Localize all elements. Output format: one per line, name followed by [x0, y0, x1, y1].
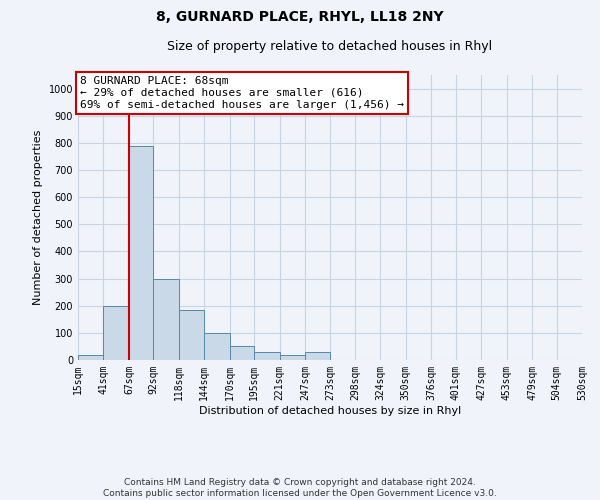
Bar [129, 146, 154, 360]
Text: 8, GURNARD PLACE, RHYL, LL18 2NY: 8, GURNARD PLACE, RHYL, LL18 2NY [156, 10, 444, 24]
Bar [78, 354, 103, 360]
Text: 8 GURNARD PLACE: 68sqm
← 29% of detached houses are smaller (616)
69% of semi-de: 8 GURNARD PLACE: 68sqm ← 29% of detached… [80, 76, 404, 110]
Bar [154, 278, 179, 360]
Bar [280, 354, 305, 360]
X-axis label: Distribution of detached houses by size in Rhyl: Distribution of detached houses by size … [199, 406, 461, 415]
Y-axis label: Number of detached properties: Number of detached properties [33, 130, 43, 305]
Title: Size of property relative to detached houses in Rhyl: Size of property relative to detached ho… [167, 40, 493, 53]
Bar [103, 306, 129, 360]
Bar [254, 352, 280, 360]
Bar [204, 333, 230, 360]
Bar [179, 310, 204, 360]
Bar [230, 346, 254, 360]
Text: Contains HM Land Registry data © Crown copyright and database right 2024.
Contai: Contains HM Land Registry data © Crown c… [103, 478, 497, 498]
Bar [305, 352, 331, 360]
